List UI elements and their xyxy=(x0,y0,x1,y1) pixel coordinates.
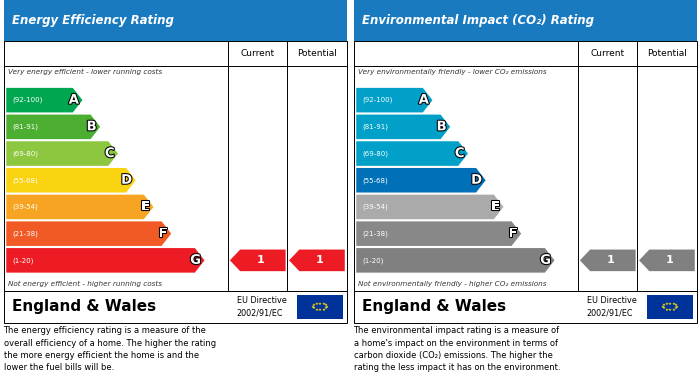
Text: (1-20): (1-20) xyxy=(13,257,34,264)
Bar xyxy=(354,41,696,291)
Polygon shape xyxy=(289,249,345,271)
Bar xyxy=(4,0,346,41)
Text: ★: ★ xyxy=(662,307,666,310)
Text: ★: ★ xyxy=(318,302,322,306)
Polygon shape xyxy=(356,88,433,113)
Text: (21-38): (21-38) xyxy=(13,230,38,237)
Text: 1: 1 xyxy=(666,255,674,265)
Polygon shape xyxy=(6,88,83,113)
Text: ★: ★ xyxy=(675,305,678,309)
Text: (69-80): (69-80) xyxy=(13,150,38,157)
Text: ★: ★ xyxy=(668,302,672,306)
Polygon shape xyxy=(356,141,468,166)
Text: ★: ★ xyxy=(671,308,676,312)
Bar xyxy=(354,291,696,323)
Text: ★: ★ xyxy=(674,307,678,310)
Text: B: B xyxy=(87,120,97,133)
Text: ★: ★ xyxy=(671,302,676,306)
Text: Environmental Impact (CO₂) Rating: Environmental Impact (CO₂) Rating xyxy=(362,14,594,27)
Text: (92-100): (92-100) xyxy=(13,97,43,103)
Text: B: B xyxy=(437,120,447,133)
Text: ★: ★ xyxy=(312,307,316,310)
Text: ★: ★ xyxy=(318,308,322,312)
Text: (69-80): (69-80) xyxy=(363,150,389,157)
Bar xyxy=(297,295,343,319)
Text: Very environmentally friendly - lower CO₂ emissions: Very environmentally friendly - lower CO… xyxy=(358,68,546,75)
Text: ★: ★ xyxy=(324,303,328,307)
Polygon shape xyxy=(639,249,695,271)
Text: (81-91): (81-91) xyxy=(13,124,38,130)
Text: (39-54): (39-54) xyxy=(13,204,38,210)
Text: 1: 1 xyxy=(316,255,324,265)
Text: Current: Current xyxy=(241,49,275,58)
Text: (92-100): (92-100) xyxy=(363,97,393,103)
Bar xyxy=(4,41,346,291)
Text: G: G xyxy=(540,254,551,267)
Text: England & Wales: England & Wales xyxy=(12,300,156,314)
Text: D: D xyxy=(471,174,482,187)
Text: 1: 1 xyxy=(257,255,265,265)
Text: England & Wales: England & Wales xyxy=(362,300,506,314)
Polygon shape xyxy=(356,221,522,246)
Text: (1-20): (1-20) xyxy=(363,257,384,264)
Text: ★: ★ xyxy=(314,302,318,306)
Text: ★: ★ xyxy=(312,305,315,309)
Polygon shape xyxy=(6,115,100,139)
Polygon shape xyxy=(230,249,286,271)
Text: F: F xyxy=(509,227,518,240)
Text: ★: ★ xyxy=(664,308,668,312)
Text: ★: ★ xyxy=(662,305,665,309)
Text: E: E xyxy=(141,201,150,213)
Text: ★: ★ xyxy=(314,308,318,312)
Text: ★: ★ xyxy=(321,302,326,306)
Text: (39-54): (39-54) xyxy=(363,204,389,210)
Polygon shape xyxy=(356,168,486,192)
Text: Very energy efficient - lower running costs: Very energy efficient - lower running co… xyxy=(8,68,162,75)
Text: Not environmentally friendly - higher CO₂ emissions: Not environmentally friendly - higher CO… xyxy=(358,281,546,287)
Text: Energy Efficiency Rating: Energy Efficiency Rating xyxy=(12,14,174,27)
Polygon shape xyxy=(6,141,118,166)
Text: ★: ★ xyxy=(674,303,678,307)
Text: Not energy efficient - higher running costs: Not energy efficient - higher running co… xyxy=(8,281,162,287)
Polygon shape xyxy=(356,248,554,273)
Polygon shape xyxy=(6,221,172,246)
Text: Potential: Potential xyxy=(297,49,337,58)
Bar xyxy=(647,295,693,319)
Polygon shape xyxy=(6,195,153,219)
Polygon shape xyxy=(356,195,503,219)
Polygon shape xyxy=(6,168,136,192)
Text: ★: ★ xyxy=(668,308,672,312)
Text: Current: Current xyxy=(591,49,625,58)
Text: A: A xyxy=(69,94,79,107)
Text: E: E xyxy=(491,201,500,213)
Text: EU Directive
2002/91/EC: EU Directive 2002/91/EC xyxy=(587,296,636,317)
Text: The energy efficiency rating is a measure of the
overall efficiency of a home. T: The energy efficiency rating is a measur… xyxy=(4,326,216,372)
Text: ★: ★ xyxy=(664,302,668,306)
Polygon shape xyxy=(6,248,204,273)
Bar xyxy=(4,291,346,323)
Text: (55-68): (55-68) xyxy=(13,177,38,183)
Text: ★: ★ xyxy=(324,307,328,310)
Text: ★: ★ xyxy=(662,303,666,307)
Polygon shape xyxy=(356,115,450,139)
Text: C: C xyxy=(105,147,115,160)
Text: G: G xyxy=(190,254,201,267)
Text: EU Directive
2002/91/EC: EU Directive 2002/91/EC xyxy=(237,296,286,317)
Text: ★: ★ xyxy=(321,308,326,312)
Text: ★: ★ xyxy=(312,303,316,307)
Text: (21-38): (21-38) xyxy=(363,230,389,237)
Polygon shape xyxy=(580,249,636,271)
Bar xyxy=(354,0,696,41)
Text: C: C xyxy=(455,147,465,160)
Text: ★: ★ xyxy=(325,305,328,309)
Text: A: A xyxy=(419,94,429,107)
Text: D: D xyxy=(121,174,132,187)
Text: The environmental impact rating is a measure of
a home's impact on the environme: The environmental impact rating is a mea… xyxy=(354,326,560,372)
Text: F: F xyxy=(159,227,168,240)
Text: (55-68): (55-68) xyxy=(363,177,389,183)
Text: (81-91): (81-91) xyxy=(363,124,389,130)
Text: 1: 1 xyxy=(607,255,615,265)
Text: Potential: Potential xyxy=(647,49,687,58)
